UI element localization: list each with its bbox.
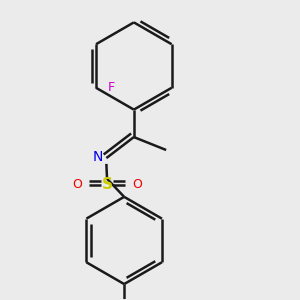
Text: O: O <box>132 178 142 191</box>
Text: O: O <box>72 178 82 191</box>
Text: S: S <box>101 177 112 192</box>
Text: F: F <box>107 81 115 94</box>
Text: N: N <box>93 150 104 164</box>
